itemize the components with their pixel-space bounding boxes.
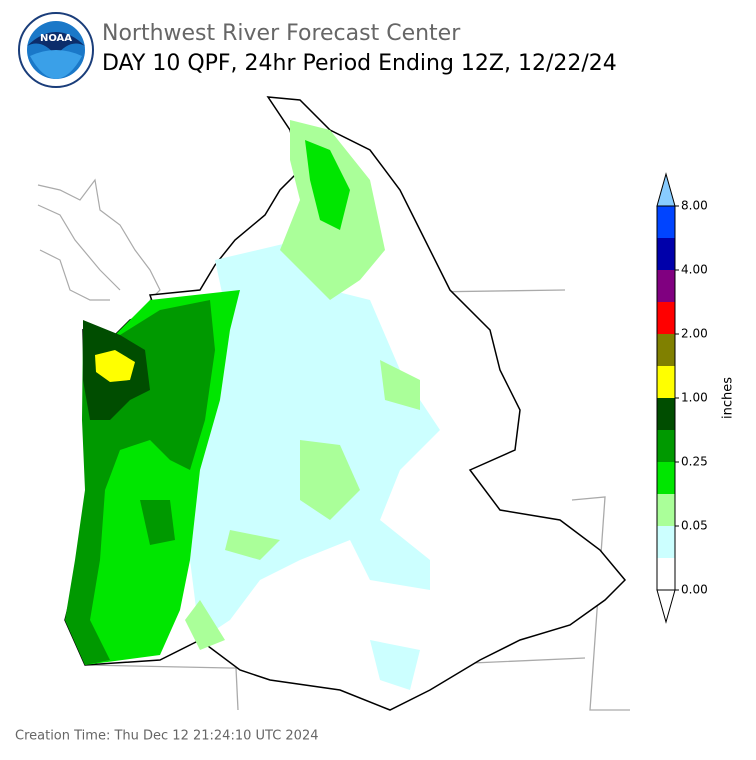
colorbar-bin — [657, 334, 675, 366]
colorbar-under — [656, 589, 676, 624]
logo-text: NOAA — [40, 33, 72, 44]
precip-moderate-north — [305, 140, 350, 230]
colorbar-tick-label: 0.05 — [681, 519, 708, 533]
colorbar-bin — [657, 398, 675, 430]
colorbar-bin — [657, 366, 675, 398]
colorbar-bin — [657, 270, 675, 302]
org-title: Northwest River Forecast Center — [102, 21, 461, 46]
colorbar-label: inches — [721, 377, 736, 419]
coastline — [37, 178, 161, 301]
colorbar-bin — [657, 462, 675, 494]
colorbar-over — [656, 172, 676, 207]
map-title: DAY 10 QPF, 24hr Period Ending 12Z, 12/2… — [102, 51, 617, 76]
colorbar-bin — [657, 206, 675, 238]
precip-extreme — [95, 350, 135, 382]
colorbar-tick-label: 2.00 — [681, 327, 708, 341]
colorbar-bin — [657, 558, 675, 590]
colorbar-tick-label: 4.00 — [681, 263, 708, 277]
colorbar-tick-label: 0.00 — [681, 583, 708, 597]
colorbar-bin — [657, 494, 675, 526]
colorbar-tick-label: 0.25 — [681, 455, 708, 469]
colorbar: 0.00 0.05 0.25 1.00 2.00 4.00 8.00 — [656, 172, 708, 624]
colorbar-bin — [657, 430, 675, 462]
colorbar-tick-label: 8.00 — [681, 199, 708, 213]
noaa-logo: NOAA — [18, 12, 94, 88]
creation-time: Creation Time: Thu Dec 12 21:24:10 UTC 2… — [15, 729, 318, 744]
colorbar-tick-label: 1.00 — [681, 391, 708, 405]
colorbar-bin — [657, 238, 675, 270]
colorbar-bin — [657, 302, 675, 334]
precip-low — [185, 120, 420, 650]
colorbar-bin — [657, 526, 675, 558]
